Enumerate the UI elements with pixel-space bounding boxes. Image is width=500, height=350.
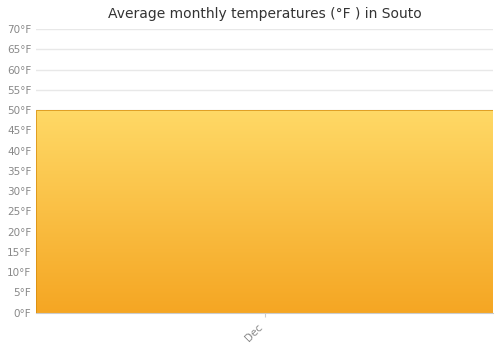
Bar <box>36 110 493 313</box>
Bar <box>36 110 493 313</box>
Title: Average monthly temperatures (°F ) in Souto: Average monthly temperatures (°F ) in So… <box>108 7 422 21</box>
